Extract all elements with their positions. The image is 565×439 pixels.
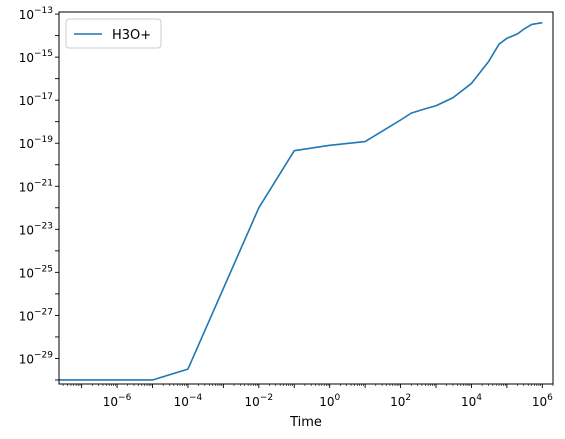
x-tick-label: 106	[532, 393, 553, 409]
x-tick-label: 102	[390, 393, 411, 409]
y-axis-ticks: 10−29 10−27 10−25 10−23 10−21 10−19 10−17 10−15…	[19, 6, 59, 381]
x-axis-ticks: 10−6 10−4 10−2 100 102 104 106	[62, 384, 554, 409]
y-tick-label: 10−21	[19, 178, 53, 194]
x-tick-label: 100	[319, 393, 340, 409]
plot-lines	[59, 21, 543, 381]
y-tick-label: 10−19	[19, 135, 54, 151]
x-tick-label: 10−4	[174, 393, 203, 409]
x-tick-label: 10−6	[103, 393, 132, 409]
x-tick-label: 104	[461, 393, 482, 409]
y-tick-label: 10−29	[19, 350, 54, 366]
y-tick-label: 10−17	[19, 92, 53, 108]
y-tick-label: 10−25	[19, 264, 53, 280]
y-tick-label: 10−13	[19, 6, 53, 22]
legend-label: H3O+	[112, 28, 151, 43]
x-tick-label: 10−2	[245, 393, 274, 409]
y-tick-label: 10−23	[19, 221, 53, 237]
legend-box	[65, 18, 162, 49]
series-line	[59, 21, 543, 381]
x-axis-label: Time	[289, 415, 322, 430]
y-tick-label: 10−15	[19, 49, 53, 65]
legend: H3O+	[65, 18, 162, 49]
y-tick-label: 10−27	[19, 307, 53, 323]
plot-frame	[58, 11, 554, 385]
